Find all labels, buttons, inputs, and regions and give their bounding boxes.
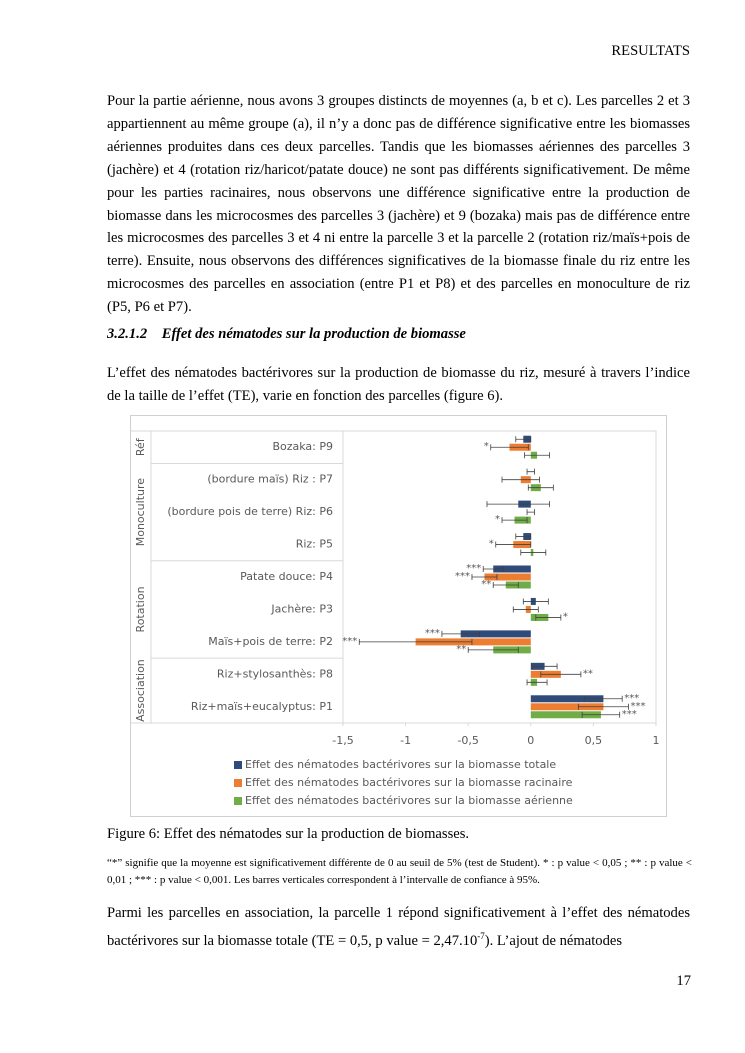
bar: [530, 711, 601, 719]
section-heading: 3.2.1.2 Effet des nématodes sur la produ…: [107, 326, 466, 342]
error-bar: [471, 574, 498, 580]
group-label: Réf: [134, 437, 147, 456]
error-bar: [584, 695, 623, 702]
figure: -1,5 -1 -0,5 0 0,5 1 Bozaka: P9 (bordure maïs) …: [130, 415, 667, 817]
group-label: Monoculture: [134, 478, 147, 547]
page-number: 17: [676, 973, 691, 989]
error-bar: [467, 646, 519, 653]
category-label: Riz+maïs+eucalyptus: P1: [191, 700, 333, 713]
x-tick-label: -0,5: [457, 734, 478, 747]
error-bar: [520, 549, 547, 556]
group-label: Association: [134, 659, 147, 722]
error-bar: [531, 663, 558, 670]
bar: [460, 630, 531, 638]
error-bar: [482, 566, 504, 572]
bar: [493, 565, 531, 573]
bar: [484, 573, 531, 581]
error-bar: [527, 484, 554, 491]
paragraph: Parmi les parcelles en association, la p…: [107, 902, 690, 953]
error-bar: [501, 517, 528, 524]
significance-mark: *: [563, 611, 568, 622]
x-tick-label: 0: [527, 734, 534, 747]
error-bar: [490, 444, 529, 451]
error-bar: [526, 468, 535, 475]
significance-mark: ***: [624, 693, 639, 704]
running-header: RESULTATS: [611, 43, 690, 59]
legend-swatch: [234, 797, 242, 805]
error-bar: [577, 703, 629, 710]
legend-swatch: [234, 761, 242, 769]
bar: [530, 695, 604, 703]
significance-mark: **: [583, 668, 593, 679]
significance-mark: *: [495, 514, 500, 525]
legend-label: Effet des nématodes bactérivores sur la …: [245, 776, 573, 789]
error-bar: [526, 679, 548, 686]
significance-mark: ***: [630, 701, 645, 712]
bar: [415, 638, 531, 646]
x-tick-label: 0,5: [585, 734, 603, 747]
significance-mark: **: [481, 579, 491, 590]
legend-label: Effet des nématodes bactérivores sur la …: [245, 758, 556, 771]
text: Parmi les parcelles en association, la p…: [107, 905, 690, 949]
paragraph: L’effet des nématodes bactérivores sur l…: [107, 365, 690, 404]
figure-note: “*” signifie que la moyenne est signific…: [107, 857, 692, 886]
error-bar: [486, 501, 550, 508]
category-label: Riz+stylosanthès: P8: [217, 667, 333, 680]
significance-mark: **: [456, 644, 466, 655]
error-bar: [358, 638, 473, 645]
bar: [530, 703, 604, 711]
error-bar: [492, 582, 519, 588]
error-bar: [501, 476, 540, 483]
error-bar: [512, 606, 539, 613]
figure-caption: Figure 6: Effet des nématodes sur la pro…: [107, 826, 470, 842]
significance-mark: *: [489, 539, 494, 550]
category-label: Bozaka: P9: [272, 440, 333, 453]
category-label: Maïs+pois de terre: P2: [208, 635, 333, 648]
text: ). L’ajout de nématodes: [484, 932, 623, 949]
plot-area: [342, 430, 657, 724]
category-label: (bordure maïs) Riz : P7: [207, 473, 333, 486]
superscript: -7: [477, 930, 485, 941]
error-bar: [524, 452, 550, 459]
error-bar: [526, 509, 535, 516]
x-tick-label: -1,5: [332, 734, 353, 747]
category-label: Riz: P5: [296, 538, 333, 551]
paragraph: Pour la partie aérienne, nous avons 3 gr…: [107, 93, 690, 316]
category-label: Jachère: P3: [270, 602, 333, 615]
significance-mark: ***: [455, 571, 470, 582]
error-bar: [515, 436, 532, 443]
significance-mark: ***: [622, 709, 637, 720]
significance-mark: ***: [466, 563, 481, 574]
error-bar: [495, 541, 532, 548]
legend-swatch: [234, 779, 242, 787]
error-bar: [535, 614, 562, 621]
error-bar: [581, 711, 621, 718]
significance-mark: ***: [342, 636, 357, 647]
error-bar: [522, 598, 549, 605]
legend-label: Effet des nématodes bactérivores sur la …: [245, 794, 573, 807]
significance-mark: ***: [425, 628, 440, 639]
error-bar: [441, 630, 480, 637]
group-label: Rotation: [134, 586, 147, 632]
error-bar: [515, 533, 532, 540]
x-tick-label: 1: [653, 734, 660, 747]
error-bar: [540, 671, 582, 678]
category-label: Patate douce: P4: [240, 570, 333, 583]
category-label: (bordure pois de terre) Riz: P6: [167, 505, 333, 518]
chart: -1,5 -1 -0,5 0 0,5 1 Bozaka: P9 (bordure maïs) …: [131, 430, 660, 807]
significance-mark: *: [484, 441, 489, 452]
x-tick-label: -1: [400, 734, 411, 747]
